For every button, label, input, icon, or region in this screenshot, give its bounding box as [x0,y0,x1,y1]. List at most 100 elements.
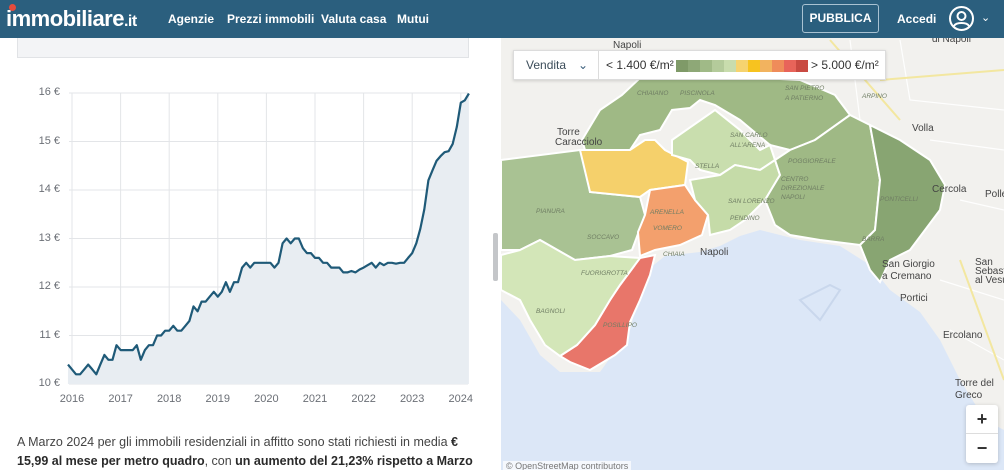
place-label: a Cremano [882,271,932,282]
logo-text: immobiliare [6,6,124,31]
legend-swatch [724,60,736,72]
district-label: BARRA [862,236,884,243]
district-label: PISCINOLA [680,90,715,97]
district-label: ARPINO [861,93,887,100]
logo-dot-icon [9,4,16,11]
price-line [67,92,470,376]
district-label: SAN LORENZO [728,198,775,205]
legend-max: > 5.000 €/m² [811,58,879,72]
logo[interactable]: immobiliare.it [6,4,137,32]
place-label: Volla [912,123,934,134]
district-label: CENTRO [781,176,808,183]
chevron-down-icon[interactable]: ⌄ [981,12,991,24]
nav-valuta-casa[interactable]: Valuta casa [321,12,387,26]
district-label: CHIAIANO [637,90,668,97]
district-label: STELLA [695,163,719,170]
district-label: FUORIGROTTA [581,270,628,277]
district-label: POGGIOREALE [788,158,836,165]
legend-swatch [736,60,748,72]
place-label: San [975,257,993,268]
y-tick-label: 11 € [39,328,60,341]
chevron-down-icon: ⌄ [577,58,588,72]
district-label: ARENELLA [649,209,684,216]
district-label: VOMERO [653,225,682,232]
left-panel: 10 € 11 € 12 € 13 € 14 € 15 € 16 € 2016 2017 201… [0,38,500,470]
y-tick-label: 13 € [38,231,60,244]
legend-swatch [772,60,784,72]
district-label: PIANURA [536,208,565,215]
user-icon[interactable] [949,6,974,31]
legend-swatch [700,60,712,72]
place-label: Torre del [955,378,994,389]
district-label: DIREZIONALE [781,185,825,192]
district-label: SOCCAVO [587,234,619,241]
login-link[interactable]: Accedi [897,12,937,26]
place-label: al Vesuvio [975,275,1004,286]
x-tick-label: 2024 [448,393,474,405]
nav-agenzie[interactable]: Agenzie [168,12,215,26]
mode-select[interactable]: Vendita ⌄ [514,51,599,79]
zoom-control: + − [966,405,998,463]
district-label: SAN CARLO [730,132,768,139]
district-label: SAN PIETRO [785,85,824,92]
map-canvas[interactable]: NapoliCasalnuovodi NapoliTorreCaracciolo… [501,38,1004,470]
x-tick-label: 2018 [156,393,182,405]
y-tick-label: 15 € [38,134,60,147]
place-label: Caracciolo [555,137,603,148]
district-label: POSILLIPO [603,322,637,329]
mode-select-value: Vendita [526,58,567,72]
place-label: Polle [985,189,1004,200]
zoom-out-button[interactable]: − [976,438,988,458]
nav-prezzi-immobili[interactable]: Prezzi immobili [227,12,315,26]
place-label: San Giorgio [882,259,935,270]
map-legend: Vendita ⌄ < 1.400 €/m² > 5.000 €/m² [513,50,886,80]
legend-min: < 1.400 €/m² [606,58,674,72]
nav-mutui[interactable]: Mutui [397,12,429,26]
y-tick-label: 16 € [38,86,60,98]
x-tick-label: 2021 [302,393,328,405]
x-tick-label: 2016 [59,393,85,405]
x-tick-label: 2023 [399,393,425,405]
x-tick-label: 2022 [351,393,376,405]
district-arenella [578,139,690,199]
publish-button[interactable]: PUBBLICA [802,4,879,33]
info-card [17,38,469,58]
district-label: PENDINO [730,215,760,222]
price-map[interactable]: NapoliCasalnuovodi NapoliTorreCaracciolo… [501,38,1004,470]
district-label: ALL'ARENA [729,142,765,149]
place-label: Sebastiano [975,266,1004,277]
top-navbar: immobiliare.it Agenzie Prezzi immobili V… [0,0,1004,38]
x-tick-label: 2019 [205,393,231,405]
district-label: NAPOLI [781,194,805,201]
logo-tld: .it [123,13,137,30]
legend-swatch [712,60,724,72]
y-tick-label: 12 € [38,280,60,292]
place-label: Ercolano [943,330,983,341]
place-label: Napoli [613,40,641,51]
x-tick-label: 2017 [108,393,133,405]
district-label: BAGNOLI [536,308,565,315]
place-label: di Napoli [932,38,971,45]
district-label: CHIAIA [663,251,685,258]
district-fuorigrotta-bagnoli [501,238,642,358]
map-attribution[interactable]: © OpenStreetMap contributors [503,461,632,470]
district-ponticelli-barra [858,123,947,284]
area-fill [67,93,469,384]
place-label: Napoli [700,247,728,258]
place-label: Portici [900,293,928,304]
summary-paragraph: A Marzo 2024 per gli immobili residenzia… [17,435,473,468]
price-chart [67,92,470,385]
watermark-logo-icon [798,283,842,322]
y-tick-label: 14 € [38,183,60,195]
sea [501,230,1004,470]
district-label: PONTICELLI [880,196,918,203]
legend-swatch [784,60,796,72]
place-label: Cercola [932,184,967,195]
scrollbar-thumb[interactable] [493,233,498,281]
legend-swatch [748,60,760,72]
y-tick-label: 10 € [38,377,60,389]
place-label: Torre [557,127,580,138]
zoom-in-button[interactable]: + [966,405,998,434]
legend-swatch [760,60,772,72]
district-label: A PATIERNO [784,95,823,102]
